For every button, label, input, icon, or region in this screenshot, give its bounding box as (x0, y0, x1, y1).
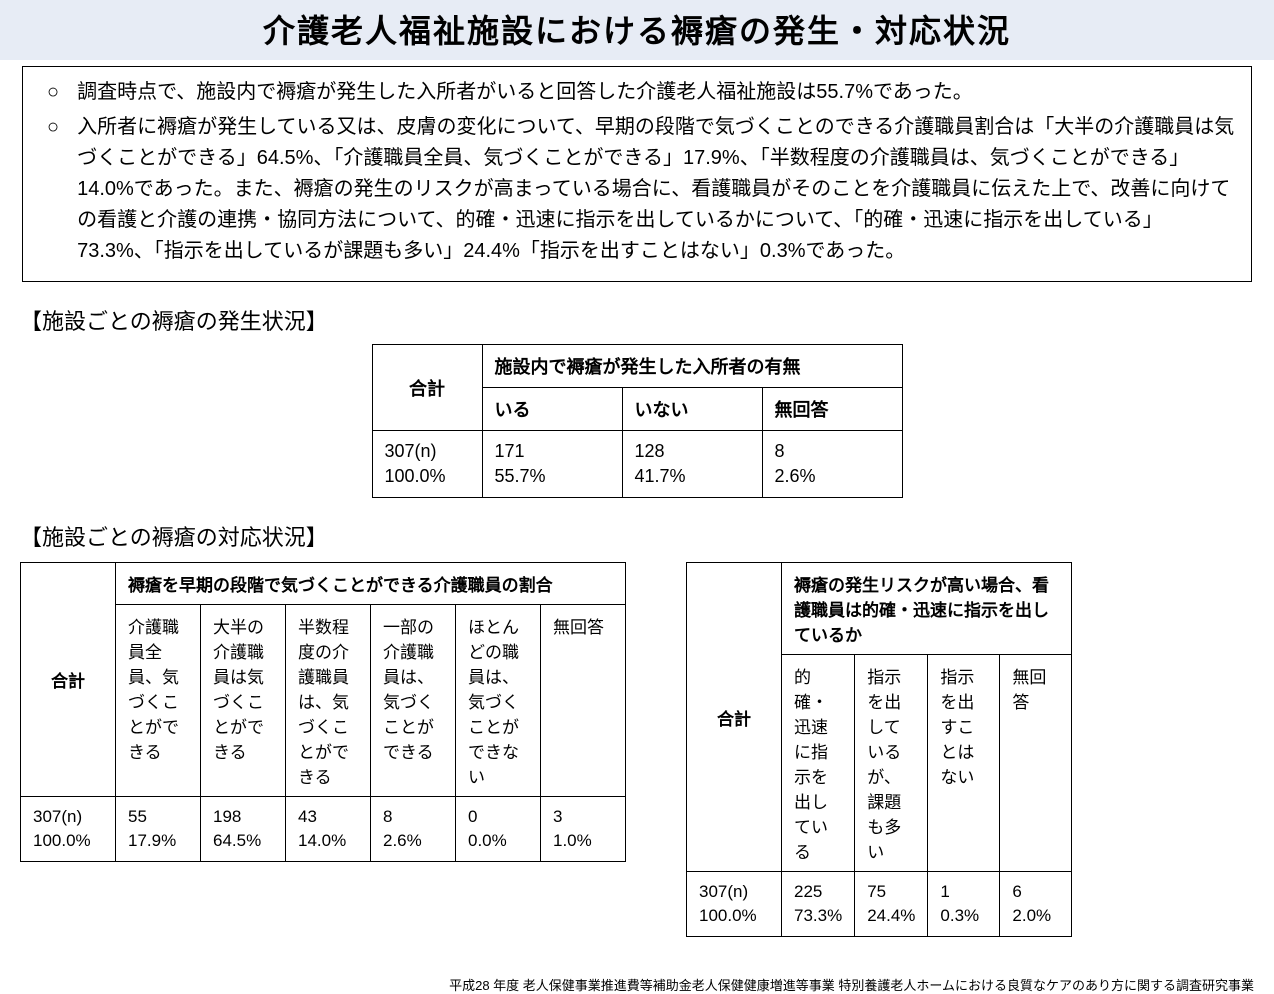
col-sub: 半数程度の介護職員は、気づくことができる (286, 605, 371, 797)
cell-p: 73.3% (794, 906, 842, 925)
cell-n: 225 (794, 882, 822, 901)
cell-p: 100.0% (385, 466, 446, 486)
cell-n: 307(n) (33, 807, 82, 826)
summary-text: 調査時点で、施設内で褥瘡が発生した入所者がいると回答した介護老人福祉施設は55.… (77, 77, 1237, 108)
cell-n: 307(n) (385, 441, 437, 461)
summary-item: ○ 入所者に褥瘡が発生している又は、皮膚の変化について、早期の段階で気づくことの… (37, 112, 1237, 267)
cell-p: 2.0% (1012, 906, 1051, 925)
bullet-icon: ○ (37, 112, 77, 267)
cell-p: 0.3% (940, 906, 979, 925)
cell-p: 14.0% (298, 831, 346, 850)
cell-p: 0.0% (468, 831, 507, 850)
col-sub: 一部の介護職員は、気づくことができる (371, 605, 456, 797)
footer-source: 平成28 年度 老人保健事業推進費等補助金老人保健健康増進等事業 特別養護老人ホ… (0, 975, 1254, 994)
cell-n: 3 (553, 807, 562, 826)
col-sub: 指示を出すことはない (928, 655, 1000, 872)
col-total: 合計 (372, 345, 482, 431)
col-group-header: 褥瘡の発生リスクが高い場合、看護職員は的確・迅速に指示を出しているか (782, 563, 1072, 655)
cell-n: 171 (495, 441, 525, 461)
table-row: 307(n) 100.0% 225 73.3% 75 24.4% 1 0.3% 6 2.… (687, 872, 1072, 937)
col-group-header: 褥瘡を早期の段階で気づくことができる介護職員の割合 (116, 563, 626, 605)
col-sub: 大半の介護職員は気づくことができる (201, 605, 286, 797)
cell-n: 307(n) (699, 882, 748, 901)
cell-p: 17.9% (128, 831, 176, 850)
col-sub: 指示を出しているが、課題も多い (855, 655, 928, 872)
cell-n: 1 (940, 882, 949, 901)
cell-p: 100.0% (699, 906, 757, 925)
summary-text: 入所者に褥瘡が発生している又は、皮膚の変化について、早期の段階で気づくことのでき… (77, 112, 1237, 267)
table-occurrence: 合計 施設内で褥瘡が発生した入所者の有無 いる いない 無回答 307(n) 1… (372, 344, 903, 498)
summary-box: ○ 調査時点で、施設内で褥瘡が発生した入所者がいると回答した介護老人福祉施設は5… (22, 66, 1252, 282)
cell-p: 2.6% (775, 466, 816, 486)
cell-p: 1.0% (553, 831, 592, 850)
cell-n: 43 (298, 807, 317, 826)
table-row: 307(n) 100.0% 55 17.9% 198 64.5% 43 14.0% 8… (21, 797, 626, 862)
cell-p: 41.7% (635, 466, 686, 486)
col-sub: ほとんどの職員は、気づくことができない (456, 605, 541, 797)
section-heading-1: 【施設ごとの褥瘡の発生状況】 (20, 304, 1274, 336)
cell-n: 0 (468, 807, 477, 826)
table-row: 307(n) 100.0% 171 55.7% 128 41.7% 8 2.6% (372, 431, 902, 498)
col-total: 合計 (21, 563, 116, 797)
col-sub: 無回答 (541, 605, 626, 797)
col-sub: 無回答 (762, 388, 902, 431)
section-heading-2: 【施設ごとの褥瘡の対応状況】 (20, 520, 1274, 552)
cell-n: 8 (775, 441, 785, 461)
cell-n: 128 (635, 441, 665, 461)
cell-p: 55.7% (495, 466, 546, 486)
summary-item: ○ 調査時点で、施設内で褥瘡が発生した入所者がいると回答した介護老人福祉施設は5… (37, 77, 1237, 108)
table-instruction: 合計 褥瘡の発生リスクが高い場合、看護職員は的確・迅速に指示を出しているか 的確… (686, 562, 1072, 937)
page-title: 介護老人福祉施設における褥瘡の発生・対応状況 (0, 0, 1274, 60)
cell-p: 64.5% (213, 831, 261, 850)
cell-n: 198 (213, 807, 241, 826)
cell-p: 100.0% (33, 831, 91, 850)
col-sub: 無回答 (1000, 655, 1072, 872)
cell-n: 8 (383, 807, 392, 826)
col-sub: いない (622, 388, 762, 431)
cell-n: 55 (128, 807, 147, 826)
col-sub: 介護職員全員、気づくことができる (116, 605, 201, 797)
cell-p: 2.6% (383, 831, 422, 850)
table-early-detection: 合計 褥瘡を早期の段階で気づくことができる介護職員の割合 介護職員全員、気づくこ… (20, 562, 626, 862)
col-sub: 的確・迅速に指示を出している (782, 655, 855, 872)
col-group-header: 施設内で褥瘡が発生した入所者の有無 (482, 345, 902, 388)
bullet-icon: ○ (37, 77, 77, 108)
cell-p: 24.4% (867, 906, 915, 925)
col-total: 合計 (687, 563, 782, 872)
col-sub: いる (482, 388, 622, 431)
cell-n: 75 (867, 882, 886, 901)
cell-n: 6 (1012, 882, 1021, 901)
